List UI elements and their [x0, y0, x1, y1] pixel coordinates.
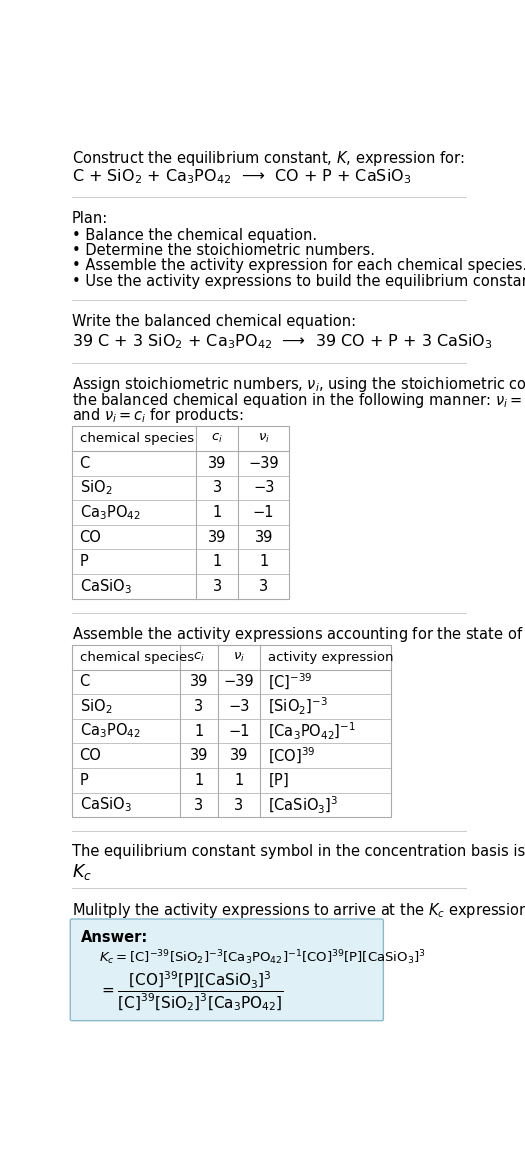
Text: Assemble the activity expressions accounting for the state of matter and $\nu_i$: Assemble the activity expressions accoun… [72, 624, 525, 644]
Text: P: P [80, 773, 88, 788]
Text: Answer:: Answer: [81, 930, 149, 945]
Text: $\nu_i$: $\nu_i$ [233, 651, 245, 664]
Text: SiO$_2$: SiO$_2$ [80, 478, 112, 498]
Text: and $\nu_i = c_i$ for products:: and $\nu_i = c_i$ for products: [72, 407, 244, 425]
Text: $= \dfrac{[\mathrm{CO}]^{39}[\mathrm{P}][\mathrm{CaSiO_3}]^{3}}{[\mathrm{C}]^{39: $= \dfrac{[\mathrm{CO}]^{39}[\mathrm{P}]… [99, 970, 284, 1014]
Text: Write the balanced chemical equation:: Write the balanced chemical equation: [72, 313, 356, 328]
Text: $c_i$: $c_i$ [193, 651, 205, 664]
Text: 3: 3 [194, 797, 204, 812]
Text: $[\mathrm{Ca_3PO_{42}}]^{-1}$: $[\mathrm{Ca_3PO_{42}}]^{-1}$ [268, 721, 356, 742]
Text: $[\mathrm{P}]$: $[\mathrm{P}]$ [268, 772, 289, 789]
Text: CO: CO [80, 749, 101, 764]
Text: chemical species: chemical species [80, 651, 194, 664]
Text: $[\mathrm{SiO_2}]^{-3}$: $[\mathrm{SiO_2}]^{-3}$ [268, 696, 328, 717]
Text: C + SiO$_2$ + Ca$_3$PO$_{42}$  ⟶  CO + P + CaSiO$_3$: C + SiO$_2$ + Ca$_3$PO$_{42}$ ⟶ CO + P +… [72, 167, 411, 187]
Text: CO: CO [80, 530, 101, 545]
Text: 1: 1 [213, 554, 222, 569]
Text: −39: −39 [248, 456, 279, 471]
Text: Plan:: Plan: [72, 211, 108, 226]
Text: • Use the activity expressions to build the equilibrium constant expression.: • Use the activity expressions to build … [72, 274, 525, 289]
Text: $\nu_i$: $\nu_i$ [258, 432, 270, 445]
Text: 3: 3 [213, 579, 222, 594]
Text: C: C [80, 456, 90, 471]
FancyBboxPatch shape [70, 919, 383, 1021]
Text: −3: −3 [253, 480, 275, 495]
Text: 39: 39 [208, 456, 226, 471]
Text: 1: 1 [213, 505, 222, 520]
Text: C: C [80, 674, 90, 689]
Text: $K_c$: $K_c$ [72, 862, 92, 882]
Bar [72, 645, 391, 818]
Text: Construct the equilibrium constant, $K$, expression for:: Construct the equilibrium constant, $K$,… [72, 149, 465, 168]
Bar [72, 426, 289, 599]
Text: • Balance the chemical equation.: • Balance the chemical equation. [72, 228, 317, 243]
Text: $[\mathrm{CaSiO_3}]^{3}$: $[\mathrm{CaSiO_3}]^{3}$ [268, 795, 338, 816]
Text: 39: 39 [229, 749, 248, 764]
Text: Ca$_3$PO$_{42}$: Ca$_3$PO$_{42}$ [80, 722, 140, 741]
Text: chemical species: chemical species [80, 432, 194, 445]
Text: −39: −39 [224, 674, 254, 689]
Text: 3: 3 [234, 797, 244, 812]
Text: activity expression: activity expression [268, 651, 393, 664]
Text: Mulitply the activity expressions to arrive at the $K_c$ expression:: Mulitply the activity expressions to arr… [72, 901, 525, 919]
Text: 3: 3 [259, 579, 268, 594]
Text: Assign stoichiometric numbers, $\nu_i$, using the stoichiometric coefficients, $: Assign stoichiometric numbers, $\nu_i$, … [72, 376, 525, 394]
Text: $[\mathrm{C}]^{-39}$: $[\mathrm{C}]^{-39}$ [268, 672, 312, 692]
Text: Ca$_3$PO$_{42}$: Ca$_3$PO$_{42}$ [80, 503, 140, 522]
Text: $K_c = [\mathrm{C}]^{-39}[\mathrm{SiO_2}]^{-3}[\mathrm{Ca_3PO_{42}}]^{-1}[\mathr: $K_c = [\mathrm{C}]^{-39}[\mathrm{SiO_2}… [99, 948, 426, 967]
Text: • Assemble the activity expression for each chemical species.: • Assemble the activity expression for e… [72, 258, 525, 273]
Text: 39: 39 [190, 674, 208, 689]
Text: 1: 1 [234, 773, 244, 788]
Text: CaSiO$_3$: CaSiO$_3$ [80, 796, 131, 814]
Text: −1: −1 [253, 505, 275, 520]
Text: • Determine the stoichiometric numbers.: • Determine the stoichiometric numbers. [72, 243, 375, 258]
Text: the balanced chemical equation in the following manner: $\nu_i = -c_i$ for react: the balanced chemical equation in the fo… [72, 391, 525, 410]
Text: P: P [80, 554, 88, 569]
Text: 3: 3 [194, 699, 204, 714]
Text: CaSiO$_3$: CaSiO$_3$ [80, 577, 131, 596]
Text: 1: 1 [259, 554, 268, 569]
Text: 39: 39 [190, 749, 208, 764]
Text: −1: −1 [228, 723, 249, 738]
Text: $c_i$: $c_i$ [211, 432, 223, 445]
Text: −3: −3 [228, 699, 249, 714]
Text: 39 C + 3 SiO$_2$ + Ca$_3$PO$_{42}$  ⟶  39 CO + P + 3 CaSiO$_3$: 39 C + 3 SiO$_2$ + Ca$_3$PO$_{42}$ ⟶ 39 … [72, 332, 492, 351]
Text: 1: 1 [194, 723, 204, 738]
Text: $[\mathrm{CO}]^{39}$: $[\mathrm{CO}]^{39}$ [268, 745, 316, 766]
Text: The equilibrium constant symbol in the concentration basis is:: The equilibrium constant symbol in the c… [72, 843, 525, 858]
Text: 1: 1 [194, 773, 204, 788]
Text: 39: 39 [255, 530, 273, 545]
Text: SiO$_2$: SiO$_2$ [80, 697, 112, 715]
Text: 3: 3 [213, 480, 222, 495]
Text: 39: 39 [208, 530, 226, 545]
